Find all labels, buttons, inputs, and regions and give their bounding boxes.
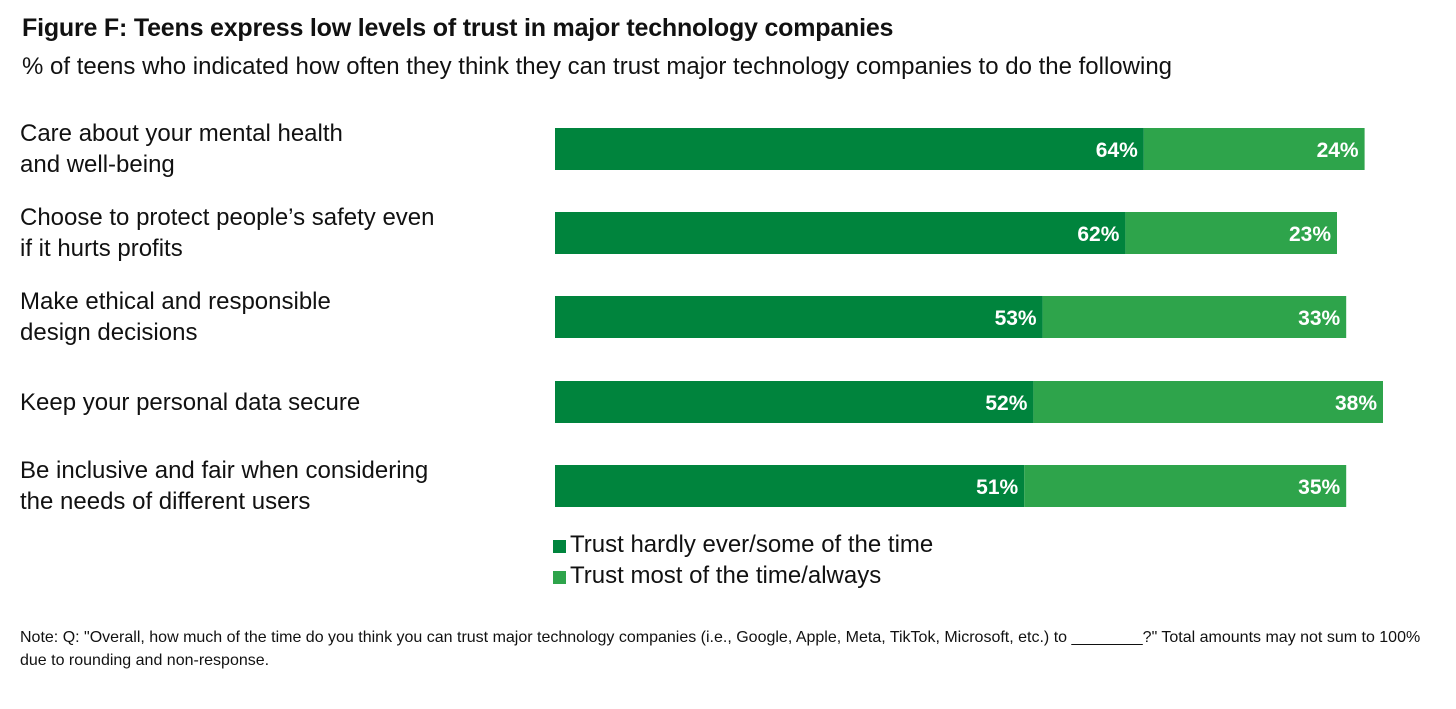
legend-item: Trust hardly ever/some of the time	[553, 529, 933, 560]
data-label: 51%	[976, 476, 1018, 499]
data-label: 23%	[1289, 223, 1331, 246]
bar-segment	[555, 128, 1144, 170]
chart-legend: Trust hardly ever/some of the time Trust…	[553, 529, 933, 591]
category-label: Choose to protect people’s safety even i…	[20, 204, 435, 262]
bar-segment	[1125, 212, 1337, 254]
bar-segment	[555, 465, 1025, 507]
data-label: 24%	[1317, 139, 1359, 162]
legend-label: Trust hardly ever/some of the time	[570, 531, 934, 558]
bar-segment	[1042, 296, 1347, 338]
legend-swatch	[553, 571, 566, 584]
data-label: 35%	[1298, 476, 1340, 499]
category-label: Make ethical and responsible design deci…	[20, 288, 331, 346]
data-label: 62%	[1077, 223, 1119, 246]
bar-segment	[555, 296, 1043, 338]
legend-swatch	[553, 540, 566, 553]
bar-segment	[1024, 465, 1347, 507]
bar-segment	[555, 212, 1126, 254]
data-label: 38%	[1335, 392, 1377, 415]
data-label: 52%	[985, 392, 1027, 415]
data-label: 53%	[995, 307, 1037, 330]
data-label: 64%	[1096, 139, 1138, 162]
bar-segment	[555, 381, 1034, 423]
category-label: Keep your personal data secure	[20, 388, 361, 416]
chart-note: Note: Q: "Overall, how much of the time …	[20, 629, 1421, 669]
category-label: Be inclusive and fair when considering t…	[20, 457, 429, 515]
data-label: 33%	[1298, 307, 1340, 330]
bar-segment	[1143, 128, 1365, 170]
legend-label: Trust most of the time/always	[570, 562, 882, 589]
chart-title: Figure F: Teens express low levels of tr…	[22, 14, 894, 42]
chart-subtitle: % of teens who indicated how often they …	[22, 53, 1173, 80]
bar-segment	[1033, 381, 1383, 423]
legend-item: Trust most of the time/always	[553, 560, 933, 591]
category-label: Care about your mental health and well-b…	[20, 120, 343, 178]
